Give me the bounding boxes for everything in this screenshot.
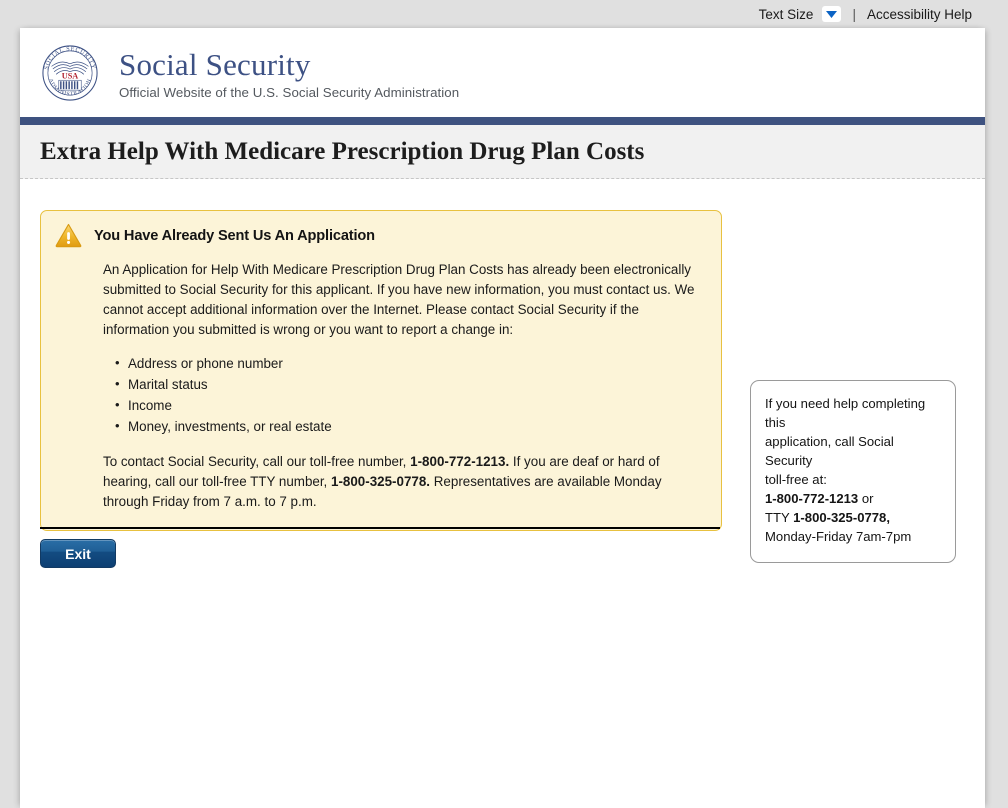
warning-triangle-icon	[55, 223, 82, 248]
alert-paragraph-1: An Application for Help With Medicare Pr…	[103, 262, 695, 338]
footer-divider	[40, 527, 720, 529]
topbar-separator: |	[852, 6, 856, 22]
alert-paragraph-2: To contact Social Security, call our tol…	[103, 452, 699, 512]
chevron-down-glyph	[826, 10, 838, 18]
closing-suffix: Representatives are available Monday thr…	[103, 473, 662, 509]
help-callout-box: If you need help completing this applica…	[750, 380, 956, 563]
alert-body: An Application for Help With Medicare Pr…	[55, 260, 707, 512]
alert-title: You Have Already Sent Us An Application	[94, 227, 375, 244]
help-tty-number: 1-800-325-0778,	[793, 509, 890, 525]
masthead-navy-rule	[20, 117, 985, 125]
list-item: Money, investments, or real estate	[115, 416, 699, 438]
help-line-1: If you need help completing this	[765, 396, 926, 430]
page-content: You Have Already Sent Us An Application …	[20, 179, 985, 808]
closing-prefix: To contact Social Security, call our tol…	[103, 453, 411, 469]
list-item: Income	[115, 395, 699, 417]
svg-text:USA: USA	[62, 71, 79, 80]
text-size-label[interactable]: Text Size	[758, 6, 814, 22]
already-applied-alert: You Have Already Sent Us An Application …	[40, 210, 722, 531]
exit-button[interactable]: Exit	[40, 539, 116, 568]
page-title-band: Extra Help With Medicare Prescription Dr…	[20, 125, 985, 179]
tty-label: TTY	[765, 509, 794, 525]
help-line-2: application, call Social Security	[765, 433, 894, 468]
brand-title: Social Security	[119, 47, 311, 82]
ssa-seal-icon[interactable]: SOCIAL SECURITY ADMINISTRATION USA	[37, 40, 103, 106]
help-phone-line-2: TTY 1-800-325-0778,	[765, 509, 942, 528]
accessibility-help-link[interactable]: Accessibility Help	[866, 6, 972, 22]
help-phone-suffix: or	[858, 490, 874, 506]
toll-free-number: 1-800-772-1213.	[410, 453, 510, 469]
tty-number: 1-800-325-0778.	[331, 473, 431, 489]
help-phone-line-1: 1-800-772-1213 or	[765, 490, 942, 509]
page-sheet: SOCIAL SECURITY ADMINISTRATION USA	[20, 28, 985, 808]
help-line-3: toll-free at:	[765, 471, 827, 487]
alert-header: You Have Already Sent Us An Application	[55, 223, 707, 248]
change-reason-list: Address or phone number Marital status I…	[103, 353, 699, 438]
list-item: Marital status	[115, 374, 699, 396]
site-masthead: SOCIAL SECURITY ADMINISTRATION USA	[20, 28, 985, 117]
closing-middle: If you are deaf or hard of hearing, call…	[103, 453, 660, 489]
top-utility-bar: Text Size | Accessibility Help	[0, 0, 1008, 28]
brand-block: Social Security Official Website of the …	[119, 47, 460, 100]
brand-subtitle: Official Website of the U.S. Social Secu…	[119, 84, 460, 100]
help-hours: Monday-Friday 7am-7pm	[765, 528, 912, 544]
chevron-down-icon[interactable]	[822, 6, 842, 22]
list-item: Address or phone number	[115, 353, 699, 375]
help-toll-free-number: 1-800-772-1213	[765, 490, 859, 506]
page-title: Extra Help With Medicare Prescription Dr…	[40, 137, 645, 165]
